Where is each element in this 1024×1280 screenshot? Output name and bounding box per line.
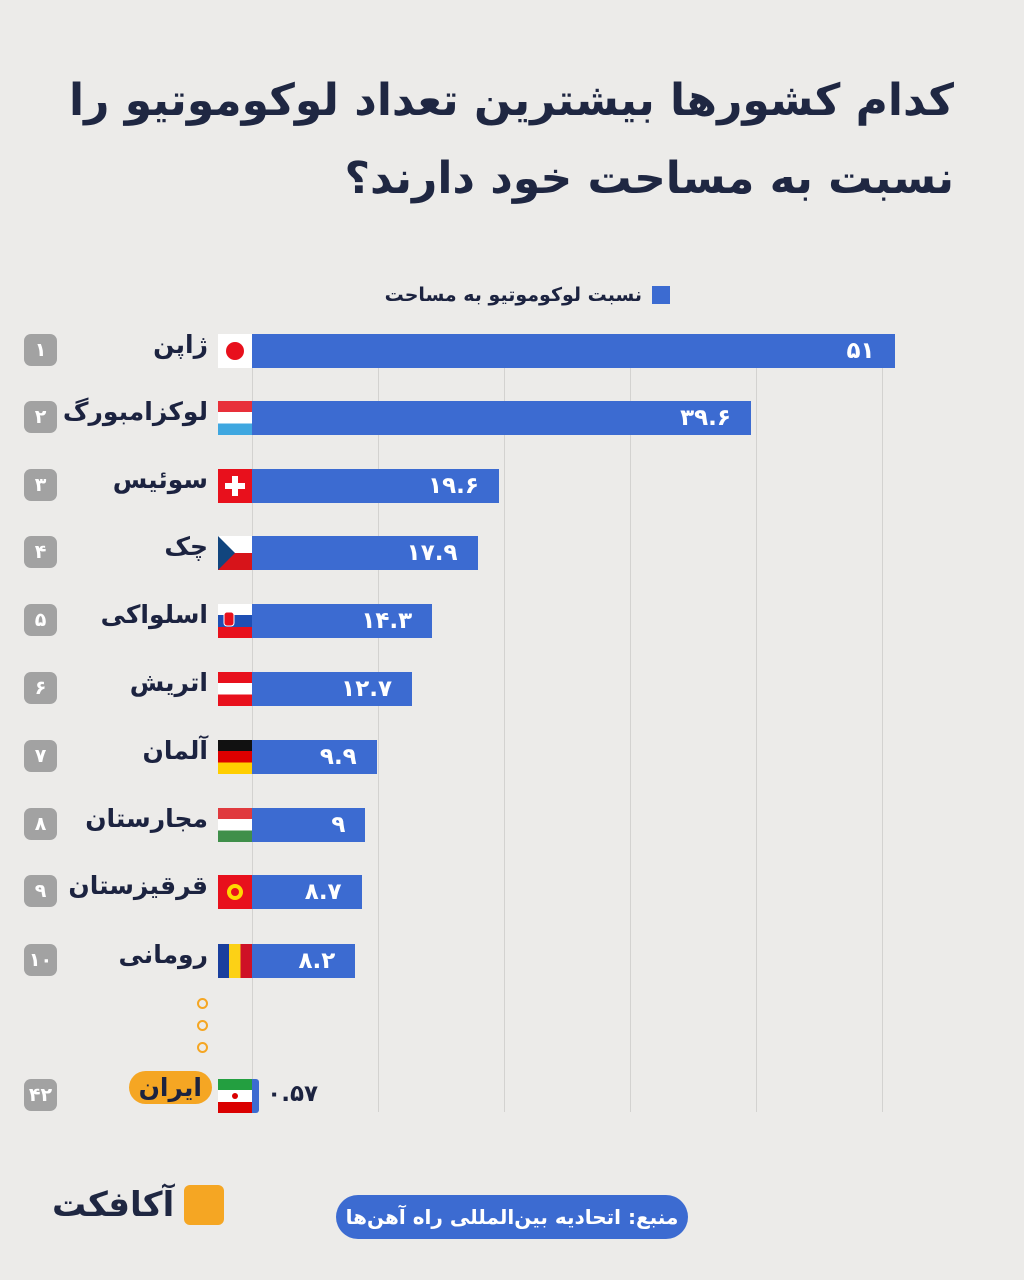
rank-badge: ۸: [24, 808, 57, 840]
rank-badge: ۹: [24, 875, 57, 907]
bar: [252, 1079, 260, 1113]
bar-value-label: ۱۴.۳: [361, 608, 413, 634]
flag-iran-icon: [218, 1079, 252, 1113]
rank-badge: ۳: [24, 469, 57, 501]
bar: ۱۹.۶: [252, 469, 499, 503]
gridline: [756, 334, 757, 1112]
bar-value-label: ۰.۵۷: [267, 1081, 319, 1107]
chart-row: ۸ مجارستان ۹: [0, 804, 1024, 842]
chart-row: ۴۲ ایران ۰.۵۷: [0, 1071, 1024, 1113]
bar-value-label: ۵۱: [846, 338, 875, 364]
chart-row: ۵ اسلواکی ۱۴.۳: [0, 600, 1024, 638]
page-title: کدام کشورها بیشترین تعداد لوکوموتیو را ن…: [69, 75, 954, 204]
rank-badge: ۷: [24, 740, 57, 772]
bar-value-label: ۹: [331, 812, 346, 838]
logo-mark-icon: [184, 1185, 225, 1225]
bar: ۱۷.۹: [252, 536, 478, 570]
legend: نسبت لوکوموتیو به مساحت: [360, 284, 670, 306]
flag-luxembourg-icon: [218, 401, 252, 435]
rank-badge: ۵: [24, 604, 57, 636]
bar-value-label: ۱۷.۹: [406, 540, 458, 566]
flag-slovakia-icon: [218, 604, 252, 638]
flag-kyrgyzstan-icon: [218, 875, 252, 909]
source-badge: منبع: اتحادیه بین‌المللی راه آهن‌ها: [336, 1195, 688, 1239]
flag-czech-icon: [218, 536, 252, 570]
bar: ۳۹.۶: [252, 401, 751, 435]
logo-text: آکافکت: [52, 1185, 175, 1225]
rank-badge: ۲: [24, 401, 57, 433]
gridline: [882, 334, 883, 1112]
country-name: آلمان: [142, 736, 208, 765]
gridline: [378, 334, 379, 1112]
flag-switzerland-icon: [218, 469, 252, 503]
country-name: ژاپن: [153, 330, 208, 359]
flag-hungary-icon: [218, 808, 252, 842]
flag-japan-icon: [218, 334, 252, 368]
country-name: اتریش: [129, 668, 208, 697]
legend-label: نسبت لوکوموتیو به مساحت: [384, 284, 642, 306]
flag-romania-icon: [218, 944, 252, 978]
country-name: لوکزامبورگ: [62, 397, 208, 426]
country-name: قرقیزستان: [68, 871, 208, 900]
country-name: ایران: [128, 1071, 212, 1104]
bar: ۵۱: [252, 334, 895, 368]
logo: آکافکت: [52, 1185, 225, 1225]
bar: ۸.۷: [252, 875, 362, 909]
chart-row: ۱ ژاپن ۵۱: [0, 330, 1024, 368]
chart-row: ۴ چک ۱۷.۹: [0, 532, 1024, 570]
gridline: [504, 334, 505, 1112]
chart-row: ۶ اتریش ۱۲.۷: [0, 668, 1024, 706]
bar: ۹.۹: [252, 740, 377, 774]
rank-badge: ۱: [24, 334, 57, 366]
rank-badge: ۱۰: [24, 944, 57, 976]
gridline: [252, 334, 253, 1112]
bar: ۱۴.۳: [252, 604, 433, 638]
bar: ۸.۲: [252, 944, 356, 978]
country-name: سوئیس: [112, 465, 208, 494]
country-name: چک: [164, 532, 208, 561]
chart-row: ۲ لوکزامبورگ ۳۹.۶: [0, 397, 1024, 435]
bar-value-label: ۹.۹: [319, 744, 357, 770]
chart-row: ۹ قرقیزستان ۸.۷: [0, 871, 1024, 909]
bar: ۱۲.۷: [252, 672, 413, 706]
country-name: مجارستان: [85, 804, 208, 833]
bar-value-label: ۸.۷: [304, 879, 342, 905]
country-name: رومانی: [118, 940, 208, 969]
chart-row: ۱۰ رومانی ۸.۲: [0, 940, 1024, 978]
bar-value-label: ۸.۲: [298, 948, 336, 974]
flag-austria-icon: [218, 672, 252, 706]
country-name: اسلواکی: [100, 600, 208, 629]
rank-badge: ۴: [24, 536, 57, 568]
bar: ۹: [252, 808, 366, 842]
bar-value-label: ۱۹.۶: [428, 473, 479, 499]
legend-swatch: [652, 286, 670, 304]
flag-germany-icon: [218, 740, 252, 774]
chart-row: ۳ سوئیس ۱۹.۶: [0, 465, 1024, 503]
bar-value-label: ۳۹.۶: [680, 405, 731, 431]
gridline: [630, 334, 631, 1112]
ellipsis-dots-icon: [197, 998, 208, 1064]
bar-value-label: ۱۲.۷: [341, 676, 393, 702]
rank-badge: ۴۲: [24, 1079, 57, 1111]
rank-badge: ۶: [24, 672, 57, 704]
chart-row: ۷ آلمان ۹.۹: [0, 736, 1024, 774]
